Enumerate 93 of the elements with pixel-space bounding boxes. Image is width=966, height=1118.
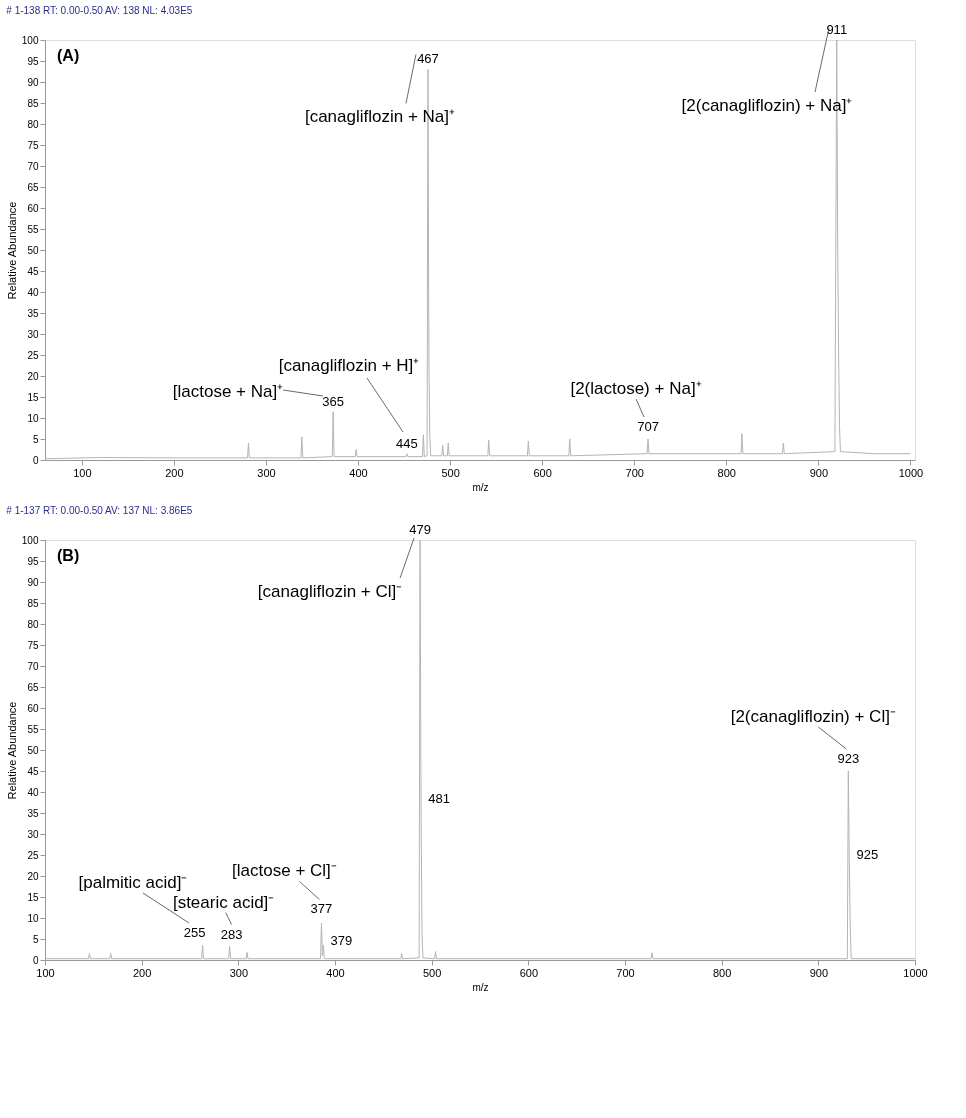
annotation: [stearic acid]⁻ [172,892,275,912]
annotation: 925 [856,847,879,863]
x-tick-label: 500 [441,466,460,479]
y-tick-label: 45 [27,765,39,777]
annotation: [canagliflozin + H]⁺ [278,356,420,375]
y-axis-title: Relative Abundance [5,201,18,300]
y-tick-label: 40 [27,286,39,298]
x-axis-title: m/z [472,981,489,993]
y-tick-label: 100 [21,534,39,546]
x-tick-label: 600 [519,966,539,979]
y-tick-label: 10 [27,412,39,424]
x-tick-label: 800 [712,966,732,979]
y-tick-label: 75 [27,139,39,151]
y-tick-label: 0 [32,454,39,466]
y-tick-label: 95 [27,55,39,67]
x-tick-label: 700 [616,966,635,979]
annotation: 283 [220,926,243,942]
y-tick-label: 75 [27,639,39,651]
y-tick-label: 5 [32,933,39,945]
y-tick-label: 65 [27,181,39,193]
y-tick-label: 35 [27,307,39,319]
x-tick-label: 900 [809,966,829,979]
y-tick-label: 90 [27,76,39,88]
x-tick-label: 400 [326,966,345,979]
x-tick-label: 1000 [898,466,924,479]
y-tick-label: 55 [27,223,39,235]
chart-title: # 1-138 RT: 0.00-0.50 AV: 138 NL: 4.03E5 [6,5,193,16]
annotation: 365 [322,393,345,409]
annotation: 479 [409,522,431,537]
y-tick-label: 0 [32,954,39,966]
y-tick-label: 60 [27,702,39,714]
annotation: [palmitic acid]⁻ [78,873,188,892]
y-tick-label: 85 [27,597,39,609]
y-tick-label: 80 [27,618,39,630]
annotation: 707 [637,419,659,434]
annotation: [canagliflozin + Na]⁺ [304,107,456,127]
y-tick-label: 10 [27,912,39,924]
y-tick-label: 40 [27,786,39,798]
annotation: 467 [417,51,439,67]
annotation: 379 [330,933,353,949]
y-tick-label: 90 [27,576,39,588]
y-tick-label: 20 [27,870,39,882]
y-tick-label: 95 [27,555,39,567]
annotation: (B) [57,547,80,564]
y-tick-label: 85 [27,97,39,109]
x-tick-label: 200 [132,966,152,979]
annotation: [lactose + Na]⁺ [172,382,284,401]
x-tick-label: 800 [717,466,736,479]
annotation: 377 [310,901,333,917]
y-tick-label: 70 [27,660,39,672]
y-tick-label: 65 [27,681,39,693]
annotation: (A) [57,47,80,64]
y-tick-label: 45 [27,265,39,277]
y-tick-label: 25 [27,849,39,861]
y-tick-label: 30 [27,828,39,840]
x-axis-title: m/z [472,481,489,493]
x-tick-label: 1000 [903,966,928,979]
annotation: 481 [428,790,450,806]
y-tick-label: 30 [27,328,39,340]
y-tick-label: 35 [27,807,39,819]
x-tick-label: 300 [257,466,276,479]
chart-title: # 1-137 RT: 0.00-0.50 AV: 137 NL: 3.86E5 [6,505,193,516]
y-tick-label: 60 [27,202,39,214]
annotation: [lactose + Cl]⁻ [232,861,337,881]
y-tick-label: 50 [27,744,39,756]
y-tick-label: 15 [27,391,39,403]
x-tick-label: 400 [349,466,368,479]
annotation: [canagliflozin + Cl]⁻ [257,582,403,601]
y-tick-label: 100 [21,34,39,46]
y-tick-label: 70 [27,160,39,172]
x-tick-label: 300 [229,966,249,979]
x-tick-label: 200 [165,466,184,479]
x-tick-label: 700 [625,466,644,479]
annotation: [2(lactose) + Na]⁺ [570,379,702,398]
y-tick-label: 25 [27,349,39,361]
y-tick-label: 20 [27,370,39,382]
y-tick-label: 80 [27,118,39,130]
annotation: 255 [183,925,206,941]
annotation: 911 [826,22,848,37]
y-tick-label: 5 [32,433,39,445]
y-tick-label: 55 [27,723,39,735]
x-tick-label: 600 [533,466,552,479]
annotation: 445 [395,435,418,451]
annotation: 923 [837,751,860,766]
y-tick-label: 15 [27,891,39,903]
y-axis-title: Relative Abundance [5,701,18,800]
x-tick-label: 100 [73,466,92,479]
line-series [45,40,911,460]
annotation: [2(canagliflozin) + Na]⁺ [681,96,853,115]
x-tick-label: 500 [422,966,442,979]
annotation: [2(canagliflozin) + Cl]⁻ [730,707,896,726]
x-tick-label: 900 [809,466,829,479]
y-tick-label: 50 [27,244,39,256]
